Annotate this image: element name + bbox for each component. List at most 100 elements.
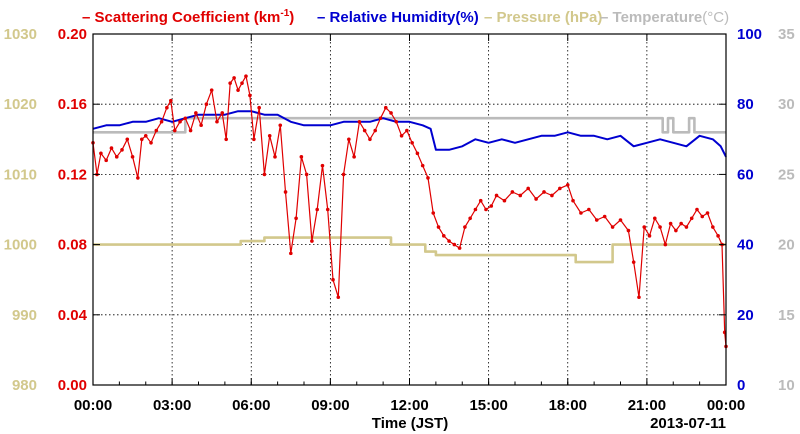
scattering-point	[684, 225, 689, 229]
ticks-layer: 00:00 03:00 06:00 09:00 12:00 15:00 18:00 21:00…	[4, 26, 795, 414]
legend: – Scattering Coefficient (km-1) – Relati…	[82, 8, 729, 26]
legend-scattering-dash: –	[82, 9, 95, 26]
scattering-point	[362, 128, 367, 133]
scattering-tick-label: 0.08	[58, 237, 87, 254]
scattering-point	[426, 176, 430, 180]
scattering-point	[668, 221, 673, 226]
scattering-point	[510, 190, 515, 194]
scattering-point	[550, 193, 554, 198]
scattering-point	[658, 225, 662, 229]
scattering-point	[405, 128, 409, 133]
legend-temperature-dash: –	[600, 9, 613, 26]
series-layer	[91, 74, 728, 349]
scattering-point	[194, 111, 198, 115]
scattering-point	[431, 211, 436, 215]
legend-humidity-label: Relative Humidity(%)	[330, 9, 479, 26]
scattering-point	[394, 119, 399, 124]
temperature-tick-label: 30	[778, 96, 795, 113]
scattering-point	[154, 128, 159, 133]
pressure-tick-label: 980	[12, 377, 37, 394]
scattering-point	[347, 137, 351, 142]
scattering-point	[558, 186, 562, 191]
x-tick-label: 12:00	[390, 397, 428, 414]
scattering-point	[389, 111, 393, 115]
x-tick-label: 15:00	[469, 397, 507, 414]
scattering-point	[689, 216, 694, 221]
scattering-point	[352, 155, 356, 159]
scattering-point	[199, 123, 203, 128]
scattering-point	[278, 123, 283, 128]
scattering-point	[637, 295, 641, 300]
scattering-point	[579, 211, 583, 215]
scattering-point	[383, 105, 388, 110]
scattering-point	[315, 207, 319, 212]
scattering-point	[468, 216, 472, 221]
x-tick-label: 18:00	[549, 397, 587, 414]
scattering-point	[188, 128, 193, 133]
scattering-point	[478, 198, 483, 203]
scattering-point	[267, 133, 272, 138]
scattering-tick-label: 0.12	[58, 166, 87, 183]
scattering-point	[183, 116, 188, 121]
series-line-2	[93, 236, 726, 264]
humidity-tick-label: 40	[737, 237, 754, 254]
scattering-point	[149, 141, 153, 145]
scattering-point	[457, 246, 462, 250]
x-tick-label: 00:00	[74, 397, 112, 414]
scattering-tick-label: 0.16	[58, 96, 87, 113]
scattering-point	[679, 221, 683, 226]
x-axis-label: Time (JST)	[372, 415, 448, 432]
scattering-point	[109, 146, 114, 150]
scattering-point	[273, 155, 277, 159]
scattering-point	[139, 137, 144, 142]
legend-pressure-dash: –	[484, 9, 497, 26]
scattering-point	[325, 207, 330, 212]
legend-temperature-suffix: (°C)	[702, 9, 729, 26]
legend-scattering-label: Scattering Coefficient (km	[95, 9, 281, 26]
scattering-point	[228, 81, 232, 85]
scattering-point	[304, 172, 309, 177]
scattering-point	[104, 158, 108, 163]
scattering-point	[236, 88, 240, 92]
scattering-point	[320, 163, 325, 168]
humidity-tick-label: 20	[737, 307, 754, 324]
scattering-point	[526, 186, 530, 191]
scattering-tick-label: 0.20	[58, 26, 87, 43]
pressure-tick-label: 990	[12, 307, 37, 324]
legend-pressure: – Pressure (hPa)	[484, 9, 602, 26]
scattering-point	[711, 225, 715, 229]
scattering-point	[700, 214, 705, 219]
scattering-point	[341, 172, 346, 177]
scattering-point	[534, 197, 538, 201]
scattering-point	[172, 128, 177, 133]
scattering-point	[248, 93, 252, 98]
scattering-point	[473, 207, 478, 212]
scattering-point	[143, 133, 148, 138]
scattering-point	[125, 137, 130, 142]
scattering-point	[130, 155, 135, 159]
x-tick-label: 03:00	[153, 397, 191, 414]
scattering-point	[252, 137, 256, 142]
scattering-point	[436, 225, 441, 229]
scattering-point	[565, 183, 570, 187]
scattering-point	[594, 218, 599, 222]
scattering-point	[399, 133, 404, 138]
scattering-point	[542, 190, 546, 194]
scattering-point	[299, 155, 304, 159]
scattering-point	[368, 137, 372, 142]
scattering-point	[716, 234, 720, 238]
scattering-point	[204, 102, 209, 106]
pressure-tick-label: 1000	[4, 237, 37, 254]
series-line-3	[93, 116, 726, 134]
scattering-point	[602, 214, 607, 219]
scattering-point	[209, 88, 214, 92]
pressure-tick-label: 1030	[4, 26, 37, 43]
scattering-point	[489, 204, 494, 208]
scattering-point	[626, 228, 631, 233]
scattering-point	[502, 198, 507, 203]
scattering-point	[159, 119, 164, 124]
scattering-point	[447, 239, 451, 243]
x-tick-label: 00:00	[707, 397, 745, 414]
scattering-point	[224, 137, 228, 142]
legend-scattering-sup: -1	[280, 8, 289, 19]
